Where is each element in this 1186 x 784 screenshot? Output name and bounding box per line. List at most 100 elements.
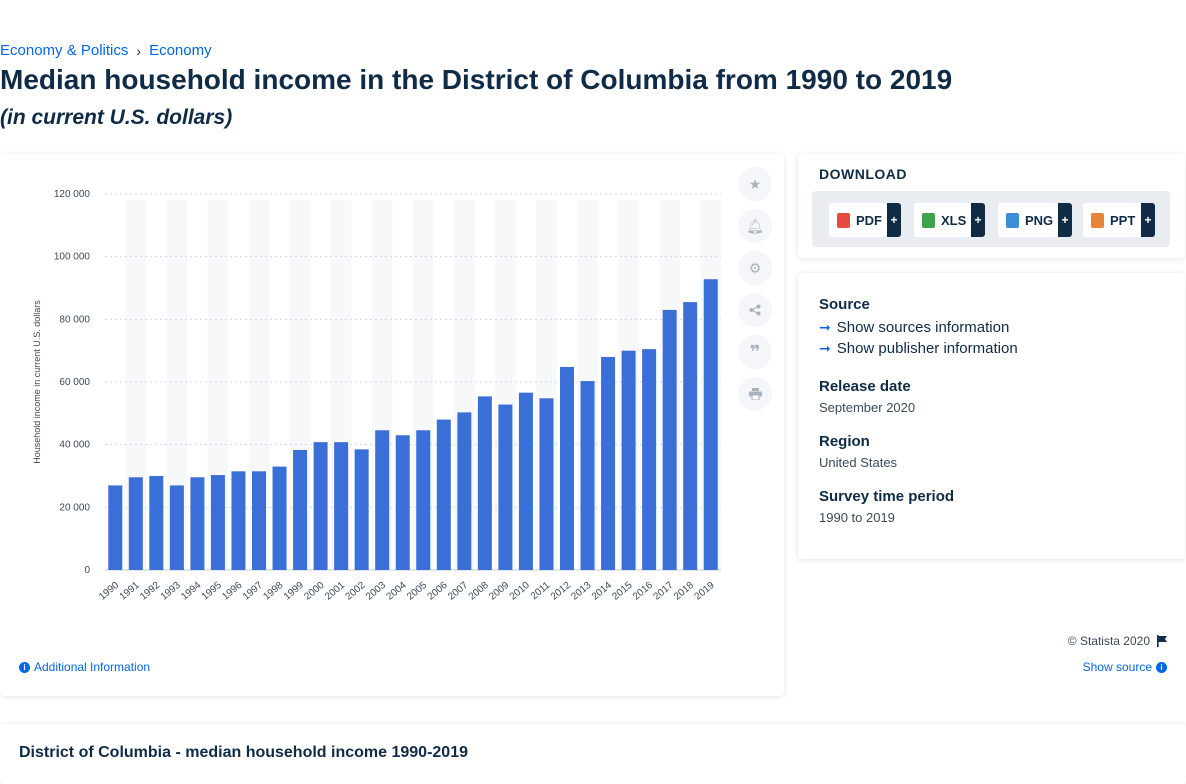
x-tick-label: 1992 <box>138 580 162 603</box>
x-tick-label: 2019 <box>693 580 717 603</box>
bar <box>683 302 697 570</box>
ppt-file-icon <box>1091 213 1104 228</box>
plus-icon: + <box>1141 203 1155 237</box>
download-pdf-button[interactable]: PDF + <box>829 203 901 237</box>
x-tick-label: 2017 <box>651 580 675 603</box>
source-section: Source ➞ Show sources information ➞ Show… <box>819 296 1018 357</box>
x-tick-label: 1997 <box>241 580 265 603</box>
credit-text: © Statista 2020 <box>1068 634 1150 648</box>
notification-button[interactable]: 🔔︎ <box>738 209 772 243</box>
x-tick-label: 2003 <box>364 580 388 603</box>
source-label: Source <box>819 296 1018 313</box>
show-publisher-link[interactable]: ➞ Show publisher information <box>819 340 1018 357</box>
y-tick-label: 20 000 <box>59 502 90 513</box>
x-tick-label: 1993 <box>159 580 183 603</box>
download-ppt-button[interactable]: PPT + <box>1083 203 1155 237</box>
bar <box>108 485 122 570</box>
region-value: United States <box>819 455 897 470</box>
share-button[interactable] <box>738 293 772 327</box>
show-source-link[interactable]: Show source i <box>1083 660 1167 674</box>
x-tick-label: 2013 <box>569 580 593 603</box>
x-tick-label: 2002 <box>343 580 367 603</box>
x-tick-label: 1998 <box>261 580 285 603</box>
bar <box>663 310 677 570</box>
breadcrumb-item-economy[interactable]: Economy <box>149 42 212 59</box>
bar <box>457 412 471 570</box>
bar <box>601 357 615 570</box>
arrow-right-icon: ➞ <box>819 319 831 336</box>
bar <box>211 475 225 570</box>
y-tick-label: 0 <box>84 565 90 576</box>
breadcrumb-separator: › <box>136 43 141 59</box>
region-label: Region <box>819 433 897 450</box>
bar <box>416 430 430 570</box>
png-file-icon <box>1006 213 1019 228</box>
bar <box>539 398 553 570</box>
x-tick-label: 2004 <box>385 580 409 603</box>
download-pdf-label: PDF <box>856 213 882 228</box>
page-subtitle: (in current U.S. dollars) <box>0 106 232 130</box>
bar <box>252 471 266 570</box>
download-xls-button[interactable]: XLS + <box>914 203 985 237</box>
bar <box>498 405 512 570</box>
y-tick-label: 100 000 <box>54 252 91 263</box>
bar <box>170 485 184 570</box>
release-date-label: Release date <box>819 378 915 395</box>
show-sources-link[interactable]: ➞ Show sources information <box>819 319 1018 336</box>
x-tick-label: 2005 <box>405 580 429 603</box>
x-tick-label: 2006 <box>426 580 450 603</box>
x-tick-label: 2000 <box>302 580 326 603</box>
x-tick-label: 1999 <box>282 580 306 603</box>
settings-button[interactable]: ⚙ <box>738 251 772 285</box>
x-tick-label: 1994 <box>179 580 203 603</box>
bar <box>355 449 369 570</box>
plus-icon: + <box>971 203 985 237</box>
bar <box>231 471 245 570</box>
x-tick-label: 2016 <box>631 580 655 603</box>
region-section: Region United States <box>819 433 897 470</box>
bar <box>149 476 163 570</box>
bar <box>396 435 410 570</box>
survey-period-value: 1990 to 2019 <box>819 510 954 525</box>
show-source-label: Show source <box>1083 660 1152 674</box>
additional-information-link[interactable]: i Additional Information <box>19 660 150 674</box>
y-axis-label: Household income in current U.S. dollars <box>32 300 42 464</box>
show-publisher-label: Show publisher information <box>837 340 1018 357</box>
bar <box>704 279 718 570</box>
bar <box>314 442 328 570</box>
download-title: DOWNLOAD <box>819 166 907 182</box>
additional-information-label: Additional Information <box>34 660 150 674</box>
x-tick-label: 2014 <box>590 580 614 603</box>
info-icon: i <box>1156 662 1167 673</box>
favorite-button[interactable]: ★ <box>738 167 772 201</box>
bar <box>622 351 636 570</box>
x-tick-label: 1996 <box>220 580 244 603</box>
x-tick-label: 1990 <box>97 580 121 603</box>
related-statistic-title[interactable]: District of Columbia - median household … <box>19 744 468 762</box>
x-tick-label: 2001 <box>323 580 347 603</box>
statista-credit: © Statista 2020 <box>1068 634 1168 648</box>
quote-icon: ❞ <box>750 342 761 363</box>
download-bar: PDF + XLS + PNG + PPT + <box>812 191 1170 247</box>
plus-icon: + <box>1058 203 1072 237</box>
breadcrumb-item-economy-politics[interactable]: Economy & Politics <box>0 42 128 59</box>
bar <box>129 477 143 570</box>
bar <box>273 467 287 570</box>
download-png-button[interactable]: PNG + <box>998 203 1072 237</box>
download-ppt-label: PPT <box>1110 213 1135 228</box>
y-tick-label: 40 000 <box>59 440 90 451</box>
bar <box>293 450 307 570</box>
bar <box>642 349 656 570</box>
xls-file-icon <box>922 213 935 228</box>
release-date-section: Release date September 2020 <box>819 378 915 415</box>
bar <box>190 477 204 570</box>
flag-icon[interactable] <box>1156 635 1168 647</box>
print-button[interactable] <box>738 377 772 411</box>
cite-button[interactable]: ❞ <box>738 335 772 369</box>
y-tick-label: 120 000 <box>54 189 91 200</box>
x-tick-label: 2018 <box>672 580 696 603</box>
x-tick-label: 2009 <box>487 580 511 603</box>
breadcrumb: Economy & Politics › Economy <box>0 42 212 59</box>
show-sources-label: Show sources information <box>837 319 1010 336</box>
related-statistic-card: District of Columbia - median household … <box>0 724 1186 784</box>
